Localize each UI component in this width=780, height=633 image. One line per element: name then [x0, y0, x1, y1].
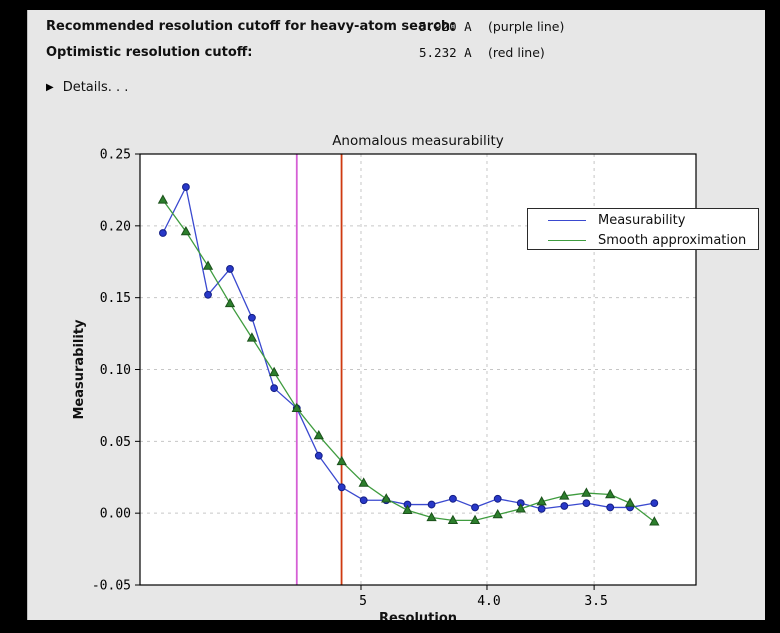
data-point-triangle [492, 508, 503, 519]
y-tick-label: 0.10 [100, 363, 131, 378]
data-point-circle [204, 290, 212, 299]
disclosure-triangle-icon: ▶ [46, 81, 54, 93]
data-point-triangle [581, 487, 592, 497]
legend-line-measurability [548, 219, 586, 221]
data-point-triangle [381, 493, 392, 503]
recommended-cutoff-value: 5.920 A [419, 19, 472, 34]
optimistic-cutoff-label: Optimistic resolution cutoff: [46, 45, 253, 60]
y-tick-label: 0.05 [100, 435, 131, 450]
data-point-circle [270, 384, 279, 393]
data-point-circle [159, 229, 167, 237]
data-point-circle [248, 313, 256, 322]
y-tick-label: 0.25 [100, 148, 131, 163]
data-point-circle [582, 499, 591, 508]
data-point-circle [606, 503, 615, 512]
data-point-triangle [536, 496, 547, 506]
data-point-circle [650, 499, 659, 508]
legend-label-measurability: Measurability [598, 212, 686, 228]
y-tick-label: 0.00 [100, 507, 131, 522]
data-point-triangle [358, 477, 369, 487]
data-point-triangle [336, 455, 347, 466]
optimistic-cutoff-note: (red line) [488, 45, 545, 60]
legend-line-smooth-approximation [548, 239, 586, 241]
data-point-triangle [224, 297, 236, 308]
data-point-circle [314, 451, 323, 460]
data-point-circle [427, 500, 436, 509]
data-point-circle [493, 494, 502, 503]
data-point-triangle [402, 504, 413, 514]
data-point-circle [359, 496, 368, 505]
chart-legend: Measurability Smooth approximation [527, 208, 759, 250]
measurability-chart: 0.25 0.20 0.15 0.10 0.05 0.00 -0.05 5 4.0 3.5 Anom… [28, 110, 765, 620]
data-point-circle [337, 483, 346, 492]
data-point-circle [537, 504, 546, 513]
data-point-triangle [313, 429, 324, 440]
chart-canvas: 0.25 0.20 0.15 0.10 0.05 0.00 -0.05 5 4.0 3.5 Anom… [72, 133, 697, 620]
data-point-triangle [157, 194, 169, 204]
data-point-circle [182, 183, 190, 191]
data-point-circle [560, 502, 569, 510]
x-tick-label: 4.0 [477, 594, 500, 609]
data-point-triangle [447, 514, 459, 525]
data-point-triangle [649, 516, 660, 526]
y-tick-label: -0.05 [92, 579, 131, 594]
data-point-circle [226, 265, 234, 273]
data-point-triangle [180, 225, 192, 236]
recommended-cutoff-note: (purple line) [488, 19, 565, 34]
data-point-triangle [624, 497, 636, 507]
data-point-circle [449, 494, 457, 503]
legend-label-smooth-approximation: Smooth approximation [598, 232, 747, 248]
data-point-triangle [515, 503, 526, 513]
x-tick-label: 5 [359, 594, 367, 609]
legend-entry-smooth-approximation: Smooth approximation [528, 230, 758, 250]
data-point-triangle [426, 511, 437, 522]
optimistic-cutoff-row: Optimistic resolution cutoff: 5.232 A (r… [28, 45, 765, 61]
data-point-triangle [469, 514, 481, 525]
recommended-cutoff-label: Recommended resolution cutoff for heavy-… [46, 19, 456, 34]
details-label: Details. . . [62, 79, 129, 95]
data-point-triangle [268, 366, 280, 377]
resolution-cutoff-panel: Recommended resolution cutoff for heavy-… [27, 10, 765, 620]
recommended-cutoff-row: Recommended resolution cutoff for heavy-… [28, 19, 765, 35]
y-tick-label: 0.15 [100, 291, 131, 306]
y-tick-label: 0.20 [100, 219, 131, 234]
data-point-triangle [202, 260, 214, 270]
x-axis-label: Resolution [379, 611, 457, 620]
data-point-triangle [559, 490, 570, 500]
data-point-triangle [291, 402, 302, 412]
legend-entry-measurability: Measurability [528, 210, 758, 230]
optimistic-cutoff-value: 5.232 A [419, 45, 472, 60]
chart-title: Anomalous measurability [332, 133, 504, 149]
data-point-circle [471, 503, 479, 512]
data-point-triangle [605, 488, 616, 499]
x-tick-label: 3.5 [584, 594, 607, 609]
y-axis-label: Measurability [72, 319, 87, 420]
details-toggle[interactable]: ▶ Details. . . [46, 78, 128, 96]
data-point-triangle [246, 332, 258, 342]
